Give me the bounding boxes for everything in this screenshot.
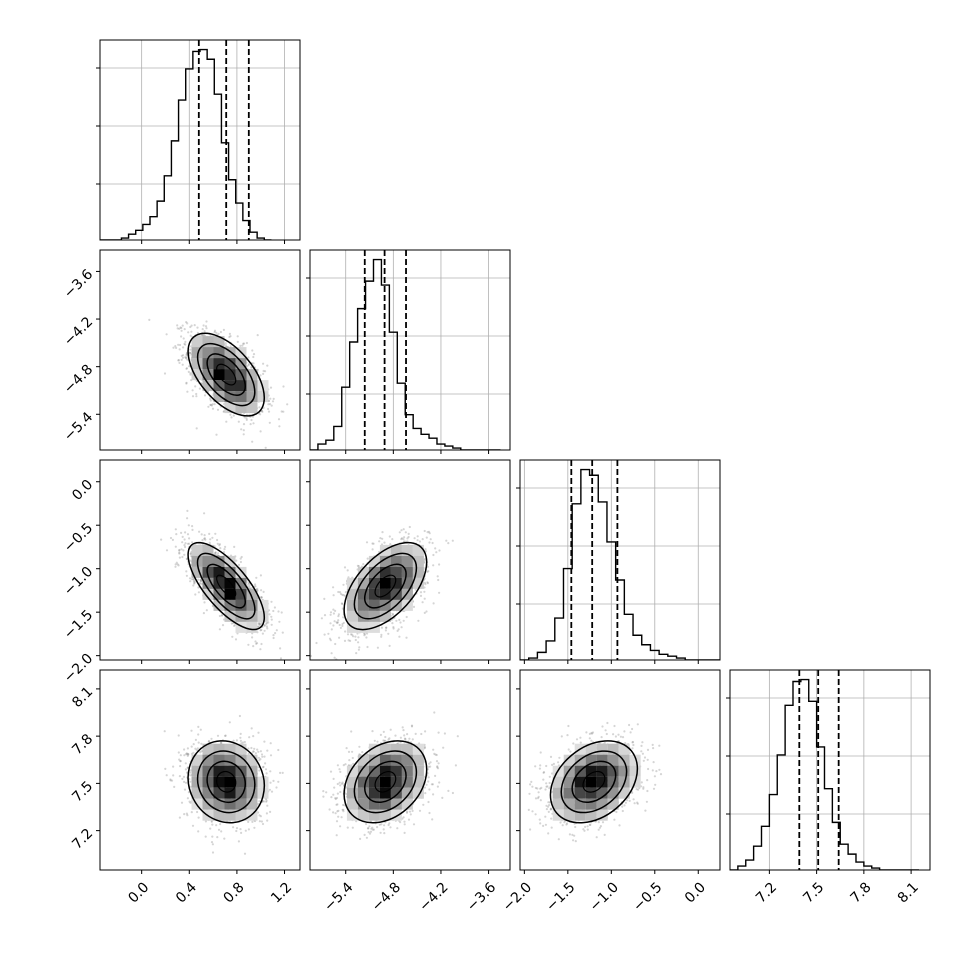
panel-frame (309, 459, 511, 661)
density-panel-0-1 (96, 249, 301, 454)
y-tick-label: 0.0 (69, 477, 96, 504)
panel-frame (99, 669, 301, 871)
y-tick-label: −1.0 (61, 564, 96, 599)
contour-line (571, 760, 617, 804)
panel-frame (309, 249, 511, 451)
contour-line (364, 760, 407, 804)
panel-frame (519, 459, 721, 661)
histogram-panel-1 (306, 249, 511, 454)
density-content (160, 509, 284, 660)
x-tick-label: 0.8 (221, 879, 248, 906)
y-tick-label: −2.0 (61, 651, 96, 686)
density-panel-1-3 (306, 669, 511, 874)
contour-line (374, 770, 397, 793)
contour-line (353, 552, 418, 620)
x-tick-label: 7.5 (800, 879, 827, 906)
x-tick-label: 1.2 (268, 879, 295, 906)
y-tick-label: −0.5 (61, 520, 96, 555)
density-content (148, 318, 289, 449)
x-tick-label: 8.1 (895, 879, 922, 906)
panel-frame (729, 669, 931, 871)
contour-line (343, 740, 428, 824)
y-tick-label: 8.1 (69, 684, 96, 711)
histogram-panel-3 (726, 669, 931, 874)
contour-line (343, 541, 428, 631)
x-tick-label: −1.0 (587, 879, 622, 914)
contour-line (206, 353, 246, 396)
panel-frame (99, 39, 301, 241)
y-tick-label: −1.5 (61, 607, 96, 642)
y-tick-label: 7.2 (69, 826, 96, 853)
histogram-background (310, 250, 510, 450)
histogram-panel-2 (516, 459, 721, 664)
x-tick-label: 0.0 (125, 879, 152, 906)
panel-frame (99, 249, 301, 451)
y-tick-label: −3.6 (61, 266, 96, 301)
histogram-background (730, 670, 930, 870)
density-panel-0-2 (96, 459, 301, 664)
x-tick-label: 0.0 (682, 879, 709, 906)
histogram-step-line (100, 48, 272, 240)
y-tick-label: −5.4 (61, 409, 96, 444)
y-tick-label: −4.2 (61, 314, 96, 349)
contour-line (196, 750, 256, 814)
contour-line (216, 574, 237, 598)
density-panel-2-3 (516, 669, 721, 874)
x-tick-label: 7.2 (753, 879, 780, 906)
contour-line (206, 760, 246, 804)
density-content (527, 721, 663, 843)
histogram-step-line (310, 258, 501, 450)
density-content (310, 525, 454, 660)
x-tick-label: 0.4 (173, 879, 200, 906)
contour-line (560, 750, 628, 814)
histogram-panel-0 (96, 39, 301, 244)
contour-line (582, 770, 606, 793)
x-tick-label: −4.8 (369, 879, 404, 914)
x-tick-label: −1.5 (543, 879, 578, 914)
contour-line (187, 332, 266, 417)
panel-frame (519, 669, 721, 871)
density-content (322, 711, 459, 841)
y-tick-label: 7.8 (69, 731, 96, 758)
panel-frame (99, 459, 301, 661)
contour-line (187, 740, 266, 824)
contour-line (196, 342, 256, 407)
x-tick-label: −3.6 (464, 879, 499, 914)
contour-line (364, 563, 407, 609)
x-tick-label: −5.4 (321, 879, 356, 914)
histogram-background (520, 460, 720, 660)
density-panel-1-2 (306, 459, 511, 664)
density-cells (346, 743, 424, 821)
contour-line (549, 740, 639, 824)
histogram-background (100, 40, 300, 240)
density-content (163, 714, 284, 855)
contour-line (374, 574, 397, 598)
x-tick-label: −0.5 (630, 879, 665, 914)
x-tick-label: −4.2 (416, 879, 451, 914)
contour-line (216, 363, 237, 386)
contour-line (206, 563, 246, 609)
histogram-step-line (730, 678, 919, 870)
contour-line (196, 552, 256, 620)
contour-line (187, 541, 266, 631)
density-panel-0-3 (96, 669, 301, 874)
contour-line (353, 750, 418, 814)
panel-frame (309, 669, 511, 871)
y-tick-label: −4.8 (61, 362, 96, 397)
y-tick-label: 7.5 (69, 778, 96, 805)
histogram-step-line (520, 468, 720, 660)
contour-line (216, 770, 237, 793)
x-tick-label: −2.0 (500, 879, 535, 914)
x-tick-label: 7.8 (848, 879, 875, 906)
